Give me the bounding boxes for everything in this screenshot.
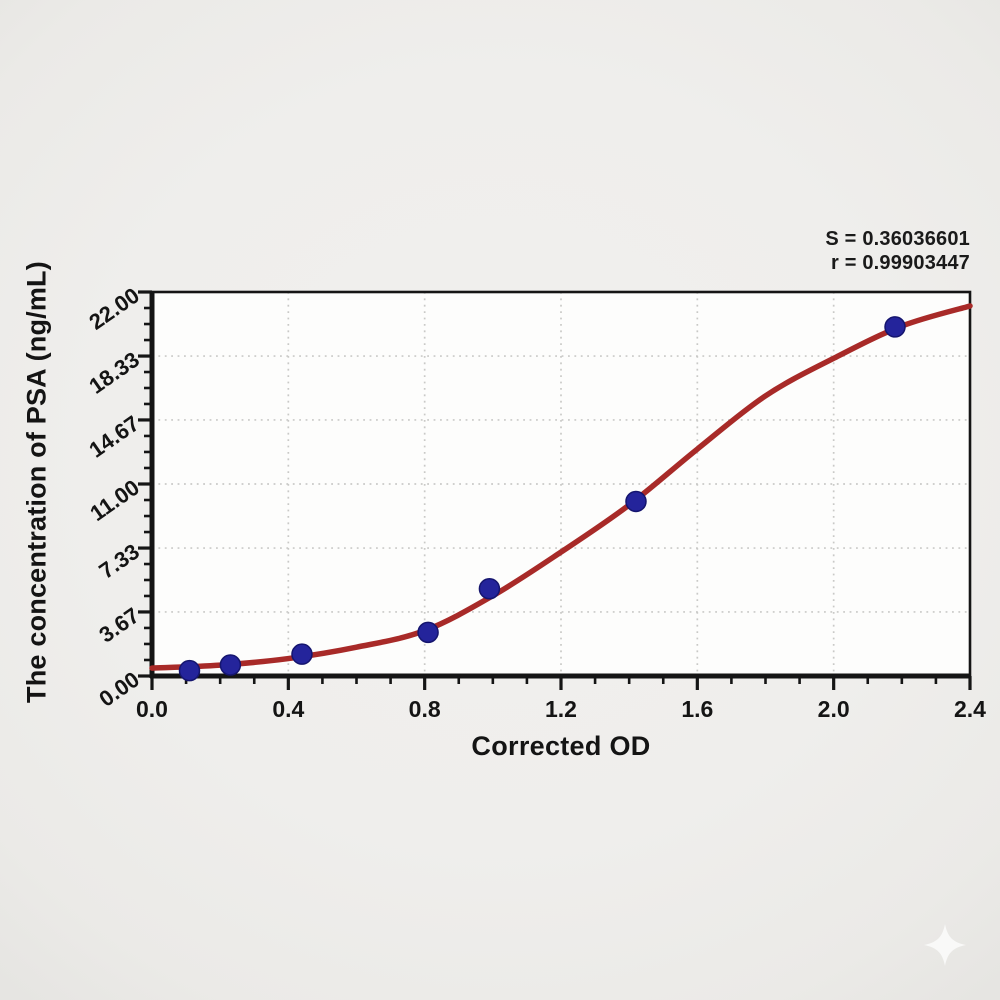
x-tick-label: 1.6	[681, 696, 713, 722]
data-point	[219, 654, 242, 676]
x-tick-label: 0.0	[136, 696, 168, 722]
stat-r-value: r = 0.99903447	[830, 252, 970, 274]
y-tick-label: 7.33	[94, 539, 143, 584]
x-axis-title: Corrected OD	[471, 731, 651, 761]
x-tick-label: 0.4	[272, 696, 304, 722]
x-tick-label: 2.0	[818, 696, 850, 722]
y-tick-label: 14.67	[84, 411, 143, 463]
x-tick-label: 1.2	[545, 696, 577, 722]
y-tick-label: 18.33	[84, 347, 143, 399]
y-tick-label: 11.00	[85, 475, 143, 526]
x-tick-label: 2.4	[954, 696, 986, 722]
x-tick-label: 0.8	[409, 696, 441, 722]
y-axis-title: The concentration of PSA (ng/mL)	[21, 261, 52, 703]
data-point	[417, 621, 439, 644]
data-point	[478, 577, 501, 600]
y-tick-label: 22.00	[84, 283, 143, 335]
data-point	[884, 316, 906, 338]
data-point	[625, 490, 647, 513]
four-point-star-icon	[924, 924, 966, 966]
data-point	[178, 659, 201, 682]
fit-curve	[149, 303, 973, 671]
fit-statistics: S = 0.36036601 r = 0.99903447	[825, 227, 970, 275]
y-tick-label: 3.67	[94, 603, 143, 648]
stat-s-value: S = 0.36036601	[825, 228, 970, 250]
data-point	[291, 643, 313, 665]
